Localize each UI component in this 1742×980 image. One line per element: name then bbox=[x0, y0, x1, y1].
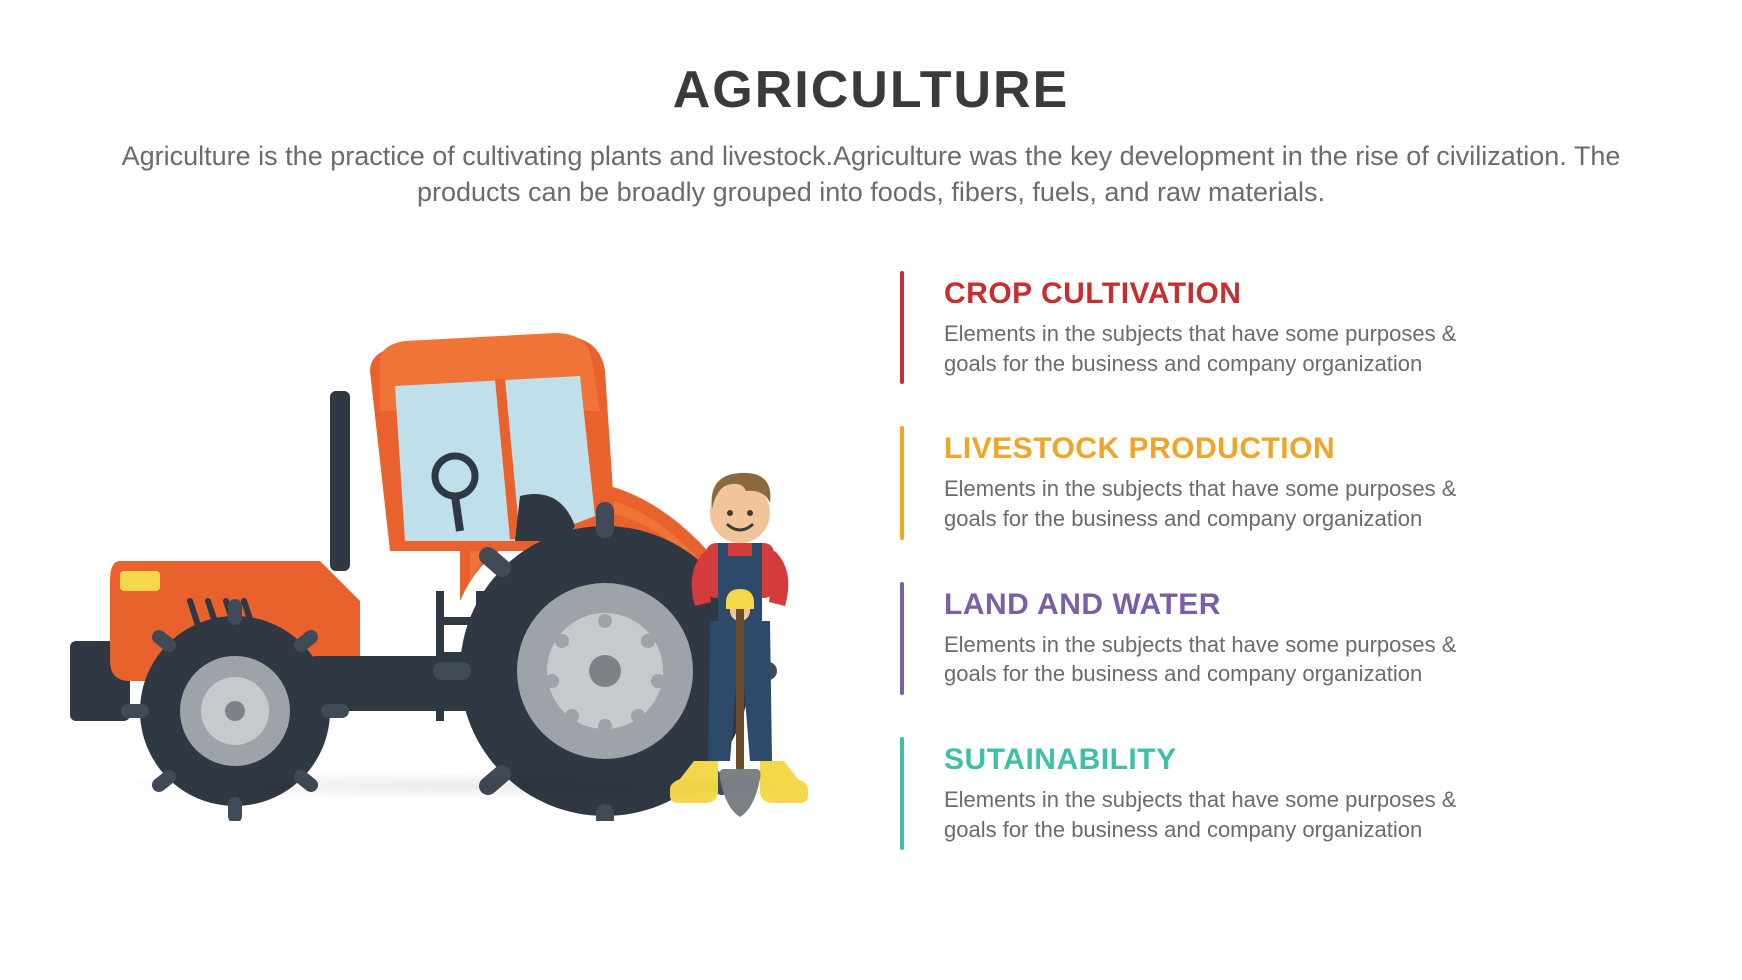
category-list: CROP CULTIVATION Elements in the subjects… bbox=[860, 261, 1682, 893]
accent-bar bbox=[900, 426, 904, 539]
item-title: SUTAINABILITY bbox=[944, 743, 1484, 777]
item-body: CROP CULTIVATION Elements in the subjects… bbox=[944, 271, 1484, 384]
item-body: LIVESTOCK PRODUCTION Elements in the subj… bbox=[944, 426, 1484, 539]
item-body: SUTAINABILITY Elements in the subjects th… bbox=[944, 737, 1484, 850]
item-description: Elements in the subjects that have some … bbox=[944, 319, 1484, 378]
accent-bar bbox=[900, 737, 904, 850]
header: AGRICULTURE Agriculture is the practice … bbox=[0, 0, 1742, 211]
ground-shadow bbox=[90, 771, 810, 801]
page-subtitle: Agriculture is the practice of cultivati… bbox=[91, 138, 1651, 211]
illustration-area bbox=[60, 261, 860, 821]
list-item: LIVESTOCK PRODUCTION Elements in the subj… bbox=[900, 426, 1682, 539]
item-description: Elements in the subjects that have some … bbox=[944, 474, 1484, 533]
item-description: Elements in the subjects that have some … bbox=[944, 630, 1484, 689]
content-row: CROP CULTIVATION Elements in the subjects… bbox=[0, 261, 1742, 893]
item-title: LIVESTOCK PRODUCTION bbox=[944, 432, 1484, 466]
accent-bar bbox=[900, 271, 904, 384]
accent-bar bbox=[900, 582, 904, 695]
list-item: CROP CULTIVATION Elements in the subjects… bbox=[900, 271, 1682, 384]
page-title: AGRICULTURE bbox=[0, 60, 1742, 120]
headlight-icon bbox=[120, 571, 160, 591]
list-item: SUTAINABILITY Elements in the subjects th… bbox=[900, 737, 1682, 850]
item-title: CROP CULTIVATION bbox=[944, 277, 1484, 311]
item-body: LAND AND WATER Elements in the subjects t… bbox=[944, 582, 1484, 695]
tractor-farmer-icon bbox=[60, 261, 860, 821]
item-description: Elements in the subjects that have some … bbox=[944, 785, 1484, 844]
list-item: LAND AND WATER Elements in the subjects t… bbox=[900, 582, 1682, 695]
item-title: LAND AND WATER bbox=[944, 588, 1484, 622]
